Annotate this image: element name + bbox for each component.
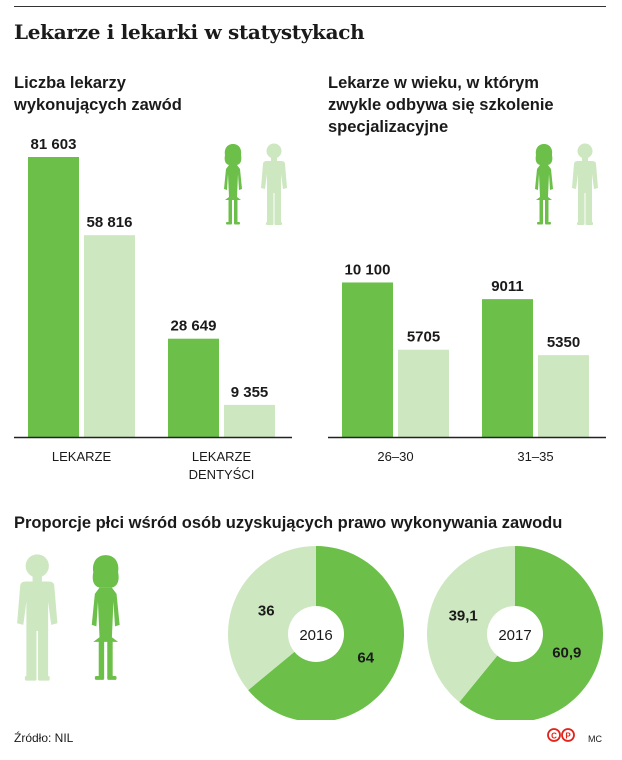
pie-section-title: Proporcje płci wśród osób uzyskujących p…	[14, 514, 563, 532]
bar-value-label: 58 816	[87, 214, 133, 231]
pie-slice-label: 36	[258, 603, 275, 620]
svg-text:C: C	[551, 732, 557, 741]
gender-proportion-pie-charts: 64 36 2016 60,9 39,1 2017	[17, 546, 603, 720]
man-silhouette-icon	[17, 554, 58, 681]
source-note: Źródło: NIL	[14, 731, 74, 745]
category-tick-label: LEKARZE	[52, 449, 112, 464]
man-silhouette-icon	[572, 143, 598, 225]
chart-left-title: Liczba lekarzy wykonujących zawód	[14, 72, 182, 116]
chart-right-title-line: specjalizacyjne	[328, 118, 449, 136]
woman-leg	[234, 199, 238, 223]
chart-right-title-line: Lekarze w wieku, w którym	[328, 74, 539, 92]
woman-leg	[539, 199, 543, 223]
man-body	[261, 161, 287, 193]
man-head	[577, 143, 593, 159]
bar-value-label: 5350	[547, 334, 580, 351]
man-neck	[32, 575, 42, 583]
man-foot	[24, 676, 37, 681]
bar	[84, 235, 135, 437]
man-body	[572, 161, 598, 193]
woman-body	[535, 165, 553, 200]
man-foot	[577, 222, 585, 225]
woman-silhouette-icon	[224, 144, 242, 225]
pie-slice	[427, 546, 515, 703]
bar-value-label: 28 649	[171, 318, 217, 335]
pie-center-year-label: 2016	[299, 627, 332, 644]
man-neck	[271, 157, 277, 162]
top-rule	[14, 6, 606, 7]
man-leg	[578, 192, 585, 223]
woman-body	[224, 165, 242, 200]
man-leg	[26, 629, 37, 678]
bar	[168, 338, 219, 437]
woman-leg	[228, 199, 232, 223]
man-leg	[38, 629, 49, 678]
category-tick-label: 26–30	[377, 449, 413, 464]
woman-foot	[234, 222, 240, 225]
category-tick-label: LEKARZE	[192, 449, 252, 464]
man-foot	[38, 676, 50, 681]
woman-hair	[535, 144, 553, 165]
chart-right-title: Lekarze w wieku, w którym zwykle odbywa …	[328, 72, 554, 138]
publisher-logo: C P	[547, 728, 575, 742]
man-leg	[274, 192, 281, 223]
woman-hair	[224, 144, 242, 165]
bar	[538, 355, 589, 437]
page-title: Lekarze i lekarki w statystykach	[14, 20, 365, 44]
bar	[482, 299, 533, 437]
woman-foot	[94, 676, 105, 680]
woman-hair	[92, 555, 119, 588]
author-initials: MC	[588, 734, 602, 744]
chart-right-title-line: zwykle odbywa się szkolenie	[328, 96, 554, 114]
woman-body	[91, 587, 120, 642]
woman-leg	[107, 640, 113, 678]
pie-slice	[248, 546, 405, 720]
chart-left-title-line: wykonujących zawód	[14, 96, 182, 114]
man-leg	[267, 192, 274, 223]
category-tick-label: DENTYŚCI	[189, 467, 255, 482]
woman-foot	[226, 222, 232, 225]
age-group-bar-chart: 10 100 5705 26–30 9011 5350 31–35	[328, 143, 606, 464]
pie-slice	[459, 546, 603, 720]
woman-foot	[537, 222, 543, 225]
man-head	[25, 554, 49, 578]
bar-value-label: 5705	[407, 329, 440, 346]
svg-text:P: P	[565, 732, 571, 741]
pie-slice-label: 39,1	[449, 608, 478, 625]
man-silhouette-icon	[261, 143, 287, 225]
pie-slice	[228, 546, 316, 691]
woman-silhouette-icon	[91, 555, 120, 680]
man-body	[17, 581, 58, 632]
man-foot	[266, 222, 274, 225]
woman-foot	[545, 222, 551, 225]
doctors-count-bar-chart: 81 603 58 816 LEKARZE 28 649 9 355 LEKARZE DEN…	[14, 136, 292, 482]
bar-value-label: 9011	[491, 278, 524, 295]
pie-center-year-label: 2017	[498, 627, 531, 644]
woman-silhouette-icon	[535, 144, 553, 225]
pie-slice-label: 64	[357, 649, 374, 666]
bar	[28, 157, 79, 437]
woman-foot	[107, 676, 117, 680]
bar	[224, 404, 275, 437]
man-neck	[582, 157, 588, 162]
man-leg	[585, 192, 592, 223]
bar-value-label: 10 100	[345, 261, 391, 278]
bar	[342, 282, 393, 437]
man-foot	[585, 222, 593, 225]
woman-leg	[545, 199, 549, 223]
category-tick-label: 31–35	[517, 449, 553, 464]
pie-slice-label: 60,9	[552, 644, 581, 661]
man-foot	[274, 222, 282, 225]
bar-value-label: 9 355	[231, 384, 269, 401]
bar	[398, 349, 449, 437]
man-head	[266, 143, 282, 159]
bar-value-label: 81 603	[31, 136, 77, 153]
woman-leg	[98, 640, 105, 678]
chart-left-title-line: Liczba lekarzy	[14, 74, 126, 92]
